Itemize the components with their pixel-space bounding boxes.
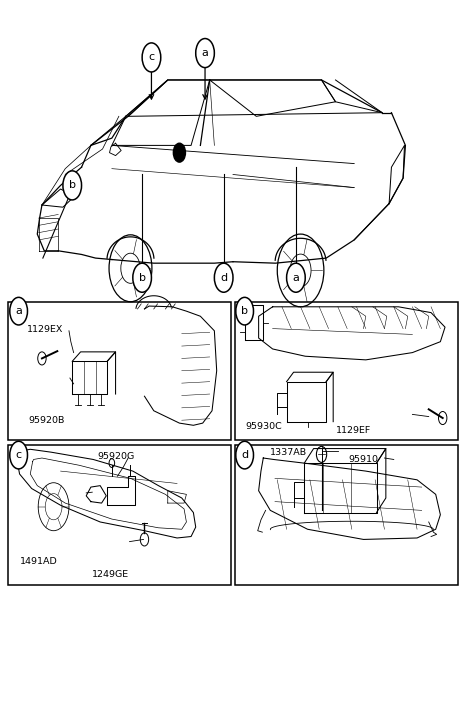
Text: 95920G: 95920G xyxy=(97,452,134,461)
Text: b: b xyxy=(138,273,146,283)
Text: 95930C: 95930C xyxy=(246,422,282,430)
Circle shape xyxy=(236,441,254,469)
Text: 1337AB: 1337AB xyxy=(270,449,308,457)
Text: c: c xyxy=(148,52,155,63)
Text: a: a xyxy=(202,48,208,58)
Text: 1129EF: 1129EF xyxy=(336,426,371,435)
Bar xyxy=(235,302,458,440)
Bar xyxy=(8,445,231,585)
Text: a: a xyxy=(15,306,22,316)
Circle shape xyxy=(10,297,27,325)
Text: b: b xyxy=(69,180,76,190)
Bar xyxy=(8,302,231,440)
Text: 1491AD: 1491AD xyxy=(20,557,57,566)
Circle shape xyxy=(287,263,305,292)
Circle shape xyxy=(236,297,254,325)
Circle shape xyxy=(214,263,233,292)
Text: 1129EX: 1129EX xyxy=(27,325,63,334)
Circle shape xyxy=(63,171,82,200)
Text: 95910: 95910 xyxy=(348,455,378,464)
Circle shape xyxy=(142,43,161,72)
Bar xyxy=(235,445,458,585)
Text: c: c xyxy=(15,450,22,460)
Text: d: d xyxy=(220,273,227,283)
Text: 1249GE: 1249GE xyxy=(92,570,130,579)
Text: d: d xyxy=(241,450,248,460)
Text: 95920B: 95920B xyxy=(28,417,64,425)
Circle shape xyxy=(133,263,151,292)
Text: a: a xyxy=(293,273,299,283)
Circle shape xyxy=(173,143,185,162)
Text: b: b xyxy=(241,306,248,316)
Circle shape xyxy=(196,39,214,68)
Circle shape xyxy=(10,441,27,469)
